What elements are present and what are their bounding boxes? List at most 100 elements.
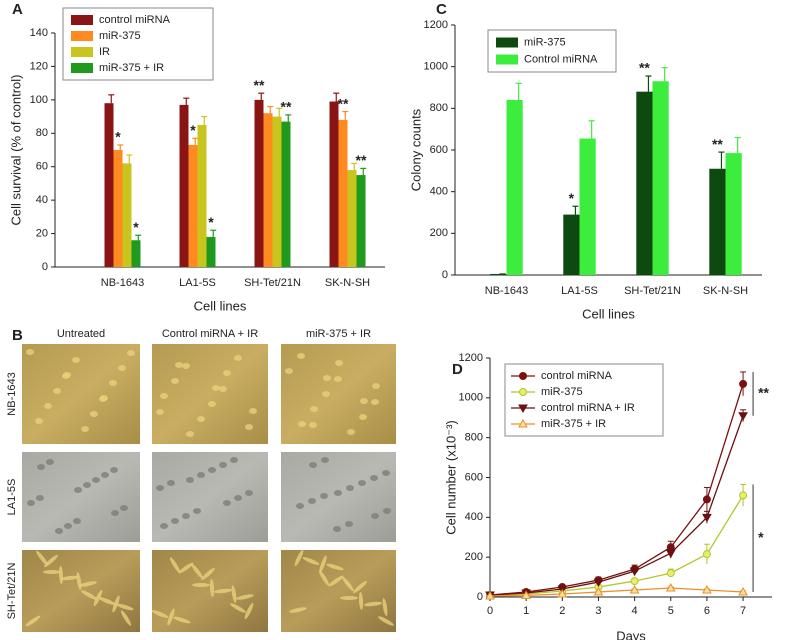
x-tick-label: LA1-5S (561, 285, 598, 297)
y-axis-title: Colony counts (408, 108, 423, 191)
y-tick-label: 600 (465, 471, 483, 483)
x-tick-label: 1 (523, 605, 529, 617)
micrograph (281, 550, 396, 632)
cell (285, 368, 293, 374)
bar (506, 100, 523, 275)
micrograph (281, 344, 396, 444)
cell (171, 518, 179, 524)
cell (382, 470, 390, 476)
x-tick-label: 3 (595, 605, 601, 617)
legend-label: control miRNA + IR (541, 402, 635, 414)
x-tick-label: 5 (668, 605, 674, 617)
cell (167, 608, 175, 626)
cell (72, 357, 80, 363)
cell (245, 490, 253, 496)
x-tick-label: SK-N-SH (703, 285, 748, 297)
y-tick-label: 40 (36, 194, 48, 206)
legend-label: miR-375 (524, 36, 566, 48)
cell (92, 477, 100, 483)
cell (294, 549, 304, 567)
cell (236, 594, 254, 600)
point (485, 590, 495, 600)
cell (360, 398, 368, 404)
cell (192, 583, 210, 587)
cell (167, 480, 175, 486)
cell (318, 570, 330, 586)
cell (44, 403, 52, 409)
cell (197, 416, 205, 422)
cell (169, 557, 181, 573)
bar (579, 138, 596, 275)
cell (111, 510, 119, 516)
bar (122, 163, 132, 267)
point (521, 590, 532, 599)
series-line (489, 415, 744, 596)
cell (186, 431, 194, 437)
x-tick-label: 0 (487, 605, 493, 617)
significance: * (190, 122, 196, 138)
cell (231, 585, 237, 603)
bar (263, 113, 273, 267)
cell (230, 603, 246, 613)
bar (188, 144, 198, 267)
cell (81, 590, 97, 600)
bar (113, 150, 123, 267)
legend-swatch (71, 47, 93, 57)
x-tick-label: SH-Tet/21N (244, 277, 301, 289)
legend-label: control miRNA (541, 370, 613, 382)
cell (37, 464, 45, 470)
y-axis-title: Cell survival (% of control) (8, 75, 23, 226)
micrograph (152, 452, 268, 542)
cell (27, 500, 35, 506)
cell (81, 426, 89, 432)
cell (182, 363, 190, 369)
cell (112, 595, 120, 613)
significance: * (758, 529, 764, 545)
x-axis-title: Cell lines (194, 298, 247, 313)
cell (347, 429, 355, 435)
cell (127, 350, 135, 356)
cell (342, 576, 354, 592)
legend-label: miR-375 + IR (99, 62, 164, 74)
cell (46, 459, 54, 465)
row-label: SH-Tet/21N (6, 563, 18, 620)
legend-label: miR-375 + IR (541, 418, 606, 430)
cell (335, 360, 343, 366)
panel-label: A (12, 1, 23, 18)
y-tick-label: 0 (477, 591, 483, 603)
y-tick-label: 1200 (459, 352, 483, 364)
cell (191, 563, 203, 579)
cell (120, 610, 132, 626)
x-tick-label: 4 (632, 605, 638, 617)
point (665, 583, 676, 592)
point (702, 585, 712, 594)
y-tick-label: 200 (465, 551, 483, 563)
cell (234, 495, 242, 501)
x-tick-label: 2 (559, 605, 565, 617)
bar (356, 175, 366, 267)
x-axis-title: Days (616, 628, 646, 640)
point (629, 585, 640, 594)
legend-swatch (71, 63, 93, 73)
cell (370, 475, 378, 481)
cell (98, 597, 116, 605)
significance: ** (712, 136, 723, 152)
x-tick-label: 6 (704, 605, 710, 617)
point (519, 388, 527, 396)
cell (156, 485, 164, 491)
bar (563, 214, 580, 275)
bar (131, 240, 141, 267)
cell (151, 610, 169, 618)
bar (281, 121, 291, 267)
cell (26, 349, 34, 355)
cell (230, 457, 238, 463)
x-axis-title: Cell lines (582, 306, 635, 321)
cell (309, 462, 317, 468)
y-tick-label: 60 (36, 161, 48, 173)
cell (201, 567, 215, 581)
cell (156, 409, 164, 415)
cell (244, 602, 254, 620)
cell (175, 362, 183, 368)
cell (55, 528, 63, 534)
panel-label: C (436, 1, 447, 18)
